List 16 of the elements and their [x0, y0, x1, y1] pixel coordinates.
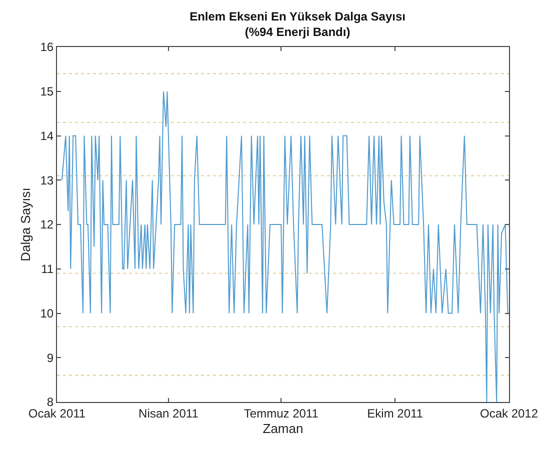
- x-axis-title: Zaman: [262, 421, 304, 436]
- line-series: [61, 90, 508, 402]
- y-tick-label: 15: [40, 84, 54, 99]
- y-tick-label: 16: [40, 40, 54, 54]
- y-tick-label: 14: [40, 128, 54, 143]
- y-tick-label: 11: [41, 262, 54, 276]
- x-tick-label: Ekim 2011: [367, 406, 424, 420]
- y-tick-label: 13: [40, 173, 54, 188]
- y-axis-title: Dalga Sayısı: [18, 188, 34, 262]
- y-tick-label: 10: [40, 306, 54, 320]
- x-tick-label: Ocak 2012: [480, 406, 538, 420]
- chart-title: Enlem Ekseni En Yüksek Dalga Sayısı (%94 Enerji Bandı): [190, 9, 406, 40]
- x-tick-label: Temmuz 2011: [244, 406, 319, 420]
- x-tick-label: Nisan 2011: [138, 406, 199, 420]
- y-tick-label: 12: [40, 218, 54, 232]
- y-tick-label: 9: [46, 350, 54, 365]
